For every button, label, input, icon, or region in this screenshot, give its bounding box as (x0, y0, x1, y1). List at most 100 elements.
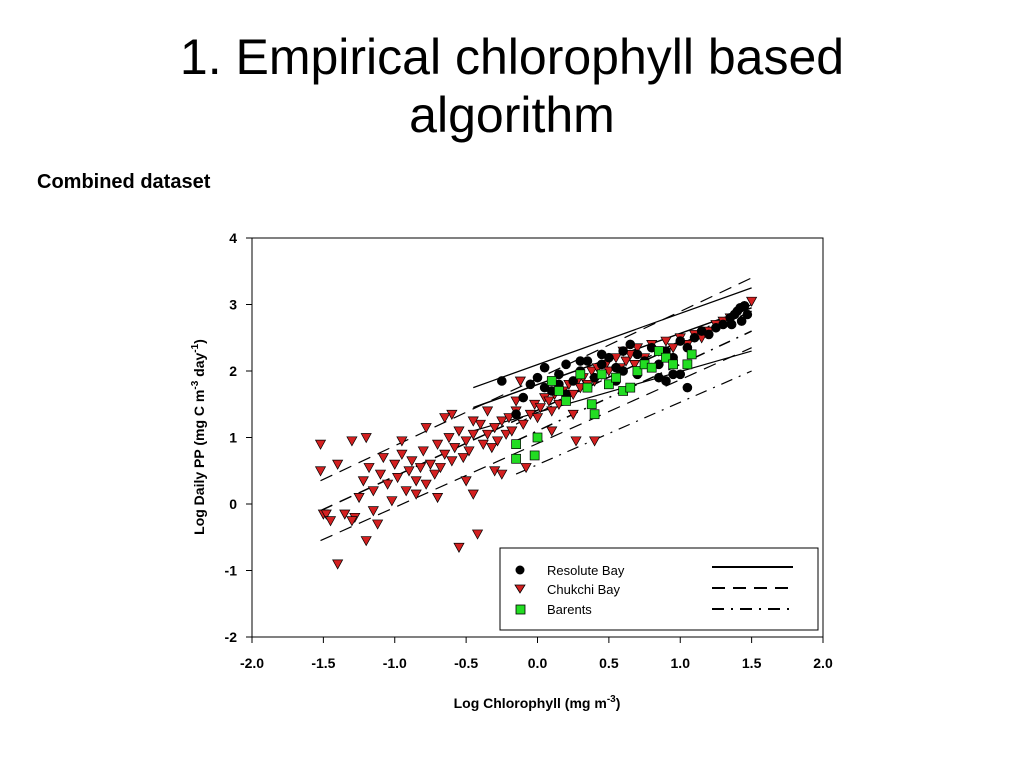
data-point-resolute (532, 372, 543, 383)
data-point-barents (546, 376, 557, 386)
legend-marker-chukchi (514, 584, 526, 594)
data-point-chukchi (546, 426, 558, 437)
data-point-chukchi (514, 376, 526, 387)
legend: Resolute Bay Chukchi Bay Barents (499, 547, 819, 631)
data-point-chukchi (367, 506, 379, 517)
data-point-barents (668, 359, 678, 370)
data-point-chukchi (386, 496, 398, 507)
data-point-resolute (596, 349, 607, 360)
data-point-resolute (654, 372, 664, 383)
y-tick-label: 4 (229, 230, 237, 246)
slide-subtitle: Combined dataset (37, 171, 211, 193)
y-tick-label: -2 (225, 629, 238, 645)
data-point-chukchi (396, 449, 408, 460)
data-point-barents (604, 379, 614, 390)
data-point-chukchi (410, 476, 422, 487)
data-point-barents (586, 399, 597, 410)
data-point-chukchi (443, 433, 455, 444)
data-point-chukchi (439, 449, 451, 460)
data-point-chukchi (314, 466, 327, 477)
data-point-chukchi (417, 446, 429, 457)
data-point-chukchi (463, 446, 475, 457)
data-point-resolute (739, 301, 750, 311)
data-point-chukchi (467, 429, 479, 440)
data-point-barents (611, 372, 621, 383)
data-point-chukchi (431, 493, 444, 504)
legend-label-resolute: Resolute Bay (547, 563, 625, 578)
data-point-resolute (518, 392, 529, 403)
data-point-chukchi (460, 436, 472, 447)
data-point-chukchi (353, 493, 365, 504)
y-tick-label: 3 (229, 297, 237, 313)
data-point-chukchi (660, 336, 672, 347)
data-point-chukchi (360, 536, 372, 547)
fit-line (320, 310, 752, 512)
data-point-chukchi (486, 443, 498, 454)
data-point-chukchi (453, 426, 465, 437)
data-point-barents (686, 349, 697, 360)
data-points (314, 296, 758, 570)
data-point-chukchi (346, 516, 358, 527)
data-point-chukchi (360, 433, 372, 444)
data-point-chukchi (332, 459, 344, 470)
data-point-chukchi (477, 439, 489, 450)
data-point-chukchi (467, 489, 479, 500)
data-point-barents (632, 366, 643, 376)
data-point-resolute (689, 332, 700, 343)
data-point-chukchi (439, 413, 451, 424)
data-point-resolute (718, 319, 728, 330)
confidence-bound-line (473, 287, 752, 389)
legend-marker-resolute (515, 565, 525, 575)
data-point-chukchi (420, 479, 432, 490)
x-tick-label: 2.0 (813, 655, 833, 671)
data-point-barents (532, 432, 543, 443)
data-point-chukchi (424, 459, 437, 470)
data-point-barents (554, 386, 564, 396)
x-tick-label: 0.0 (528, 655, 548, 671)
x-axis-title: Log Chlorophyll (mg m-3) (454, 694, 621, 711)
data-point-chukchi (531, 413, 544, 424)
y-tick-label: -1 (225, 563, 238, 579)
data-point-chukchi (489, 423, 501, 434)
data-point-chukchi (506, 426, 518, 437)
data-point-chukchi (460, 476, 472, 487)
data-point-resolute (726, 319, 737, 330)
data-point-barents (511, 453, 521, 464)
data-point-resolute (703, 329, 714, 340)
data-point-chukchi (471, 529, 484, 540)
data-point-chukchi (367, 486, 379, 497)
data-point-barents (661, 352, 671, 363)
x-tick-label: -1.0 (383, 655, 407, 671)
data-point-chukchi (372, 519, 384, 530)
data-point-chukchi (403, 466, 415, 477)
data-point-chukchi (467, 416, 479, 427)
data-point-chukchi (543, 396, 555, 407)
data-point-resolute (675, 336, 686, 346)
data-point-chukchi (392, 473, 404, 484)
data-point-resolute (596, 359, 607, 370)
fit-line (515, 330, 752, 442)
x-tick-label: 0.5 (599, 655, 619, 671)
data-point-resolute (625, 339, 636, 350)
slide-title-line1: 1. Empirical chlorophyll based (179, 29, 845, 85)
data-point-resolute (497, 376, 507, 386)
data-point-barents (682, 359, 693, 370)
data-point-resolute (561, 359, 571, 370)
data-point-barents (589, 409, 600, 420)
data-point-chukchi (570, 436, 582, 447)
data-point-chukchi (510, 396, 522, 407)
data-point-chukchi (567, 409, 579, 420)
data-point-barents (561, 396, 571, 406)
data-point-barents (582, 382, 593, 393)
data-point-chukchi (410, 489, 422, 500)
y-tick-label: 2 (229, 363, 237, 379)
data-point-chukchi (420, 423, 432, 434)
data-point-resolute (682, 382, 693, 393)
data-point-resolute (525, 379, 536, 390)
x-tick-label: -1.5 (311, 655, 335, 671)
data-point-chukchi (396, 436, 408, 447)
data-point-resolute (539, 382, 550, 393)
data-point-chukchi (357, 476, 369, 487)
data-point-chukchi (457, 453, 469, 464)
